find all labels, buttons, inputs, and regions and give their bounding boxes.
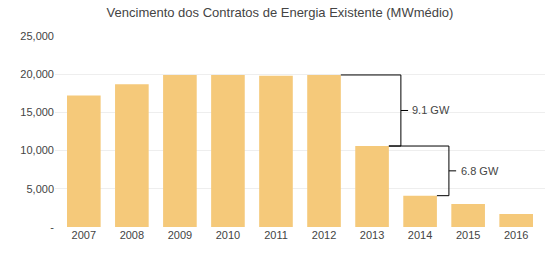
svg-text:10,000: 10,000 xyxy=(20,144,54,156)
svg-text:2009: 2009 xyxy=(168,229,192,241)
svg-text:2008: 2008 xyxy=(120,229,144,241)
svg-text:25,000: 25,000 xyxy=(20,30,54,42)
svg-text:9.1 GW: 9.1 GW xyxy=(412,104,450,116)
svg-text:Vencimento dos Contratos de En: Vencimento dos Contratos de Energia Exis… xyxy=(107,5,454,20)
svg-text:2011: 2011 xyxy=(264,229,288,241)
svg-text:20,000: 20,000 xyxy=(20,68,54,80)
svg-text:2016: 2016 xyxy=(504,229,528,241)
svg-text:2014: 2014 xyxy=(408,229,432,241)
svg-text:-: - xyxy=(50,221,54,233)
svg-text:2010: 2010 xyxy=(216,229,240,241)
svg-text:6.8 GW: 6.8 GW xyxy=(461,165,499,177)
svg-text:15,000: 15,000 xyxy=(20,106,54,118)
svg-text:2013: 2013 xyxy=(360,229,384,241)
svg-text:5,000: 5,000 xyxy=(26,183,54,195)
svg-text:2007: 2007 xyxy=(72,229,96,241)
svg-text:2015: 2015 xyxy=(456,229,480,241)
svg-text:2012: 2012 xyxy=(312,229,336,241)
